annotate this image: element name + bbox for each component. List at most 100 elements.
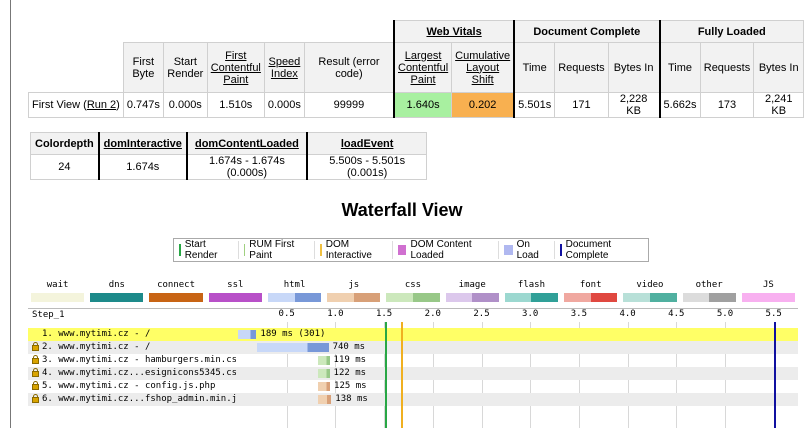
request-bar[interactable]: [238, 330, 257, 339]
web-vitals-header[interactable]: Web Vitals: [392, 20, 515, 43]
request-timing: 125 ms: [334, 381, 367, 391]
waterfall-title: Waterfall View: [341, 200, 463, 220]
type-swatch-part: [149, 293, 203, 302]
val-lcp: 1.640s: [393, 92, 453, 118]
type-legend-swatch: [445, 293, 499, 302]
request-url[interactable]: 4. www.mytimi.cz...esignicons5345.css: [42, 368, 236, 378]
col-lcp[interactable]: Largest Contentful Paint: [393, 42, 453, 93]
marker-legend-label: Document Complete: [565, 239, 612, 261]
type-legend-flash: flash: [502, 278, 561, 308]
request-label[interactable]: 2. www.mytimi.cz - /: [28, 341, 236, 354]
marker-legend-label: On Load: [516, 239, 539, 261]
waterfall-row[interactable]: 1. www.mytimi.cz - / 189 ms (301): [28, 328, 798, 341]
waterfall-row[interactable]: 4. www.mytimi.cz...esignicons5345.css 122…: [28, 367, 798, 380]
col-dom-interactive[interactable]: domInteractive: [97, 132, 188, 155]
request-bar[interactable]: [256, 343, 329, 352]
request-bar[interactable]: [317, 382, 331, 391]
request-url[interactable]: 1. www.mytimi.cz - /: [42, 329, 151, 339]
waterfall-header: Step_1: [28, 309, 798, 322]
val-first-byte: 0.747s: [122, 92, 164, 118]
request-bar[interactable]: [317, 395, 332, 404]
col-dom-content-loaded[interactable]: domContentLoaded: [185, 132, 308, 155]
type-legend-swatch: [90, 293, 144, 302]
type-legend-image: image: [443, 278, 502, 308]
time-tick: 1.0: [327, 309, 344, 319]
type-legend-label: font: [579, 280, 602, 290]
val-colordepth: 24: [29, 154, 100, 180]
col-dc-time: Time: [513, 42, 556, 93]
col-result: Result (error code): [303, 42, 395, 93]
request-bar[interactable]: [317, 369, 330, 378]
request-label[interactable]: 1. www.mytimi.cz - /: [28, 328, 236, 341]
type-swatch-part: [31, 293, 85, 302]
type-legend-other: other: [680, 278, 739, 308]
request-label[interactable]: 4. www.mytimi.cz...esignicons5345.css: [28, 367, 236, 380]
col-fl-requests: Requests: [699, 42, 755, 93]
run-link[interactable]: Run 2: [86, 99, 117, 111]
type-legend-label: js: [348, 280, 360, 290]
time-tick: 4.5: [668, 309, 685, 319]
marker-legend: Start Render RUM First Paint DOM Interacti…: [173, 238, 649, 262]
request-label[interactable]: 5. www.mytimi.cz - config.js.php: [28, 380, 236, 393]
type-legend-ssl: ssl: [206, 278, 265, 308]
col-cls[interactable]: Cumulative Layout Shift: [451, 42, 515, 93]
type-swatch-part: [472, 293, 499, 302]
waterfall-row[interactable]: 5. www.mytimi.cz - config.js.php 125 ms: [28, 380, 798, 393]
val-speed-index: 0.000s: [263, 92, 305, 118]
lock-icon: [32, 355, 39, 364]
request-timing: 122 ms: [333, 368, 367, 378]
marker-legend-item: RUM First Paint: [239, 239, 316, 261]
waterfall-row[interactable]: 2. www.mytimi.cz - / 740 ms: [28, 341, 798, 354]
type-legend-label: connect: [157, 280, 196, 290]
type-legend-swatch: [682, 293, 736, 302]
type-legend-swatch: [504, 293, 559, 302]
request-label[interactable]: 6. www.mytimi.cz...fshop_admin.min.js: [28, 393, 236, 406]
type-legend-label: image: [458, 280, 486, 290]
val-load-event: 5.500s - 5.501s (0.001s): [305, 154, 428, 180]
type-swatch-part: [294, 293, 322, 302]
type-legend-swatch: [741, 293, 795, 302]
col-fcp[interactable]: First Contentful Paint: [206, 42, 265, 93]
col-first-byte: First Byte: [122, 42, 164, 93]
type-legend-css: css: [383, 278, 442, 308]
document-complete-header: Document Complete: [513, 20, 661, 43]
marker-swatch: [320, 244, 322, 256]
type-legend-label: dns: [108, 280, 125, 290]
time-tick: 3.0: [522, 309, 539, 319]
val-dc-requests: 171: [554, 92, 609, 118]
request-url[interactable]: 5. www.mytimi.cz - config.js.php: [42, 381, 216, 391]
type-legend-label: other: [695, 280, 723, 290]
request-url[interactable]: 2. www.mytimi.cz - /: [42, 342, 151, 352]
val-result: 99999: [303, 92, 395, 118]
type-legend-label: html: [283, 280, 306, 290]
marker-legend-item: On Load: [499, 239, 555, 261]
request-url[interactable]: 6. www.mytimi.cz...fshop_admin.min.js: [42, 394, 236, 404]
col-speed-index[interactable]: Speed Index: [263, 42, 305, 93]
val-cls: 0.202: [451, 92, 515, 118]
col-dc-requests: Requests: [554, 42, 609, 93]
time-tick: 4.0: [619, 309, 636, 319]
val-fcp: 1.510s: [206, 92, 265, 118]
request-bar[interactable]: [317, 356, 330, 365]
col-start-render: Start Render: [162, 42, 208, 93]
request-label[interactable]: 3. www.mytimi.cz - hamburgers.min.css: [28, 354, 236, 367]
time-tick: 1.5: [375, 309, 393, 319]
time-tick: 5.5: [765, 309, 782, 319]
marker-legend-label: RUM First Paint: [249, 239, 295, 261]
type-legend-label: video: [636, 280, 664, 290]
type-swatch-part: [445, 293, 473, 302]
type-swatch-part: [386, 293, 413, 302]
waterfall-row[interactable]: 3. www.mytimi.cz - hamburgers.min.css 119…: [28, 354, 798, 367]
waterfall-row[interactable]: 6. www.mytimi.cz...fshop_admin.min.js 138…: [28, 393, 798, 406]
request-timing: 138 ms: [335, 394, 368, 404]
time-tick: 0.5: [278, 309, 295, 319]
type-swatch-part: [590, 293, 618, 302]
val-dc-time: 5.501s: [513, 92, 556, 118]
type-legend-swatch: [386, 293, 440, 302]
left-border: [10, 0, 11, 428]
col-load-event[interactable]: loadEvent: [305, 132, 428, 155]
type-legend-swatch: [564, 293, 618, 302]
val-fl-time: 5.662s: [658, 92, 701, 118]
step-label: Step_1: [32, 310, 65, 320]
request-url[interactable]: 3. www.mytimi.cz - hamburgers.min.css: [42, 355, 236, 365]
